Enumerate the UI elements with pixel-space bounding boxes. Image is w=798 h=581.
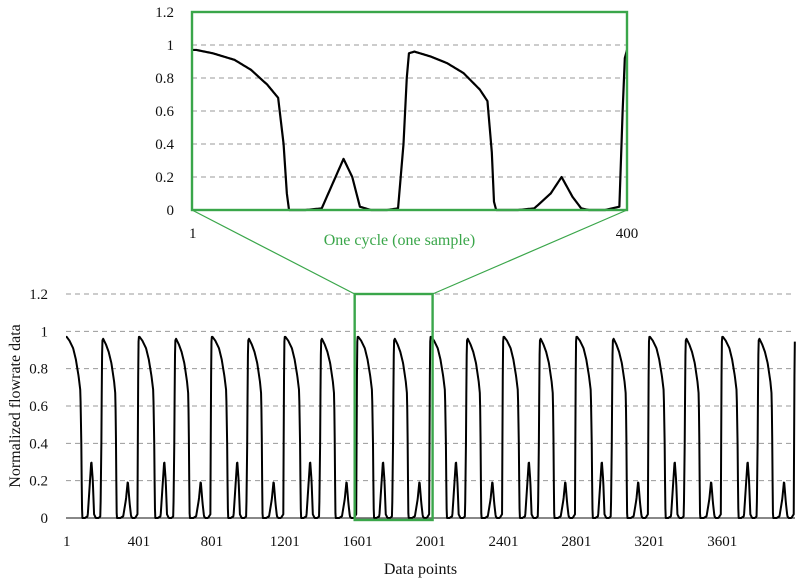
main-x-tick-label: 1601 [343,534,373,550]
main-x-tick-label: 2801 [561,534,591,550]
main-y-tick-label: 1.2 [29,287,48,303]
main-highlight-frame [353,292,434,522]
main-x-tick-label: 1 [63,534,71,550]
inset-y-tick-label: 0.2 [155,170,174,186]
main-x-tick-label: 401 [128,534,151,550]
inset-highlight-frame [190,10,629,212]
inset-y-tick-label: 0.8 [155,71,174,87]
y-axis-title: Normalized flowrate data [7,324,24,487]
main-x-tick-label: 3201 [634,534,664,550]
inset-y-tick-label: 0.6 [155,104,174,120]
main-chart: 0 0.2 0.4 0.6 0.8 1 1.2 1 401 801 1201 1601 2001 240… [7,287,796,578]
inset-x-tick-label: 1 [189,226,197,242]
x-axis-title: Data points [384,561,457,578]
inset-chart: 0 0.2 0.4 0.6 0.8 1 1.2 1 400 One cycle (one sa… [155,5,638,249]
main-x-tick-label: 2001 [416,534,446,550]
main-x-tick-label: 3601 [707,534,737,550]
inset-gridlines [192,44,627,211]
zoom-connector-left [191,209,355,295]
inset-x-tick-labels: 1 400 [189,226,638,242]
main-x-tick-label: 801 [201,534,224,550]
inset-caption: One cycle (one sample) [324,232,475,249]
main-series-line [65,335,796,519]
main-y-tick-label: 0.2 [29,474,48,490]
main-x-tick-label: 2401 [489,534,519,550]
inset-series-line [191,48,629,212]
main-x-tick-label: 1201 [270,534,300,550]
inset-y-tick-label: 0 [167,203,175,219]
main-y-tick-label: 0.8 [29,362,48,378]
inset-y-tick-label: 1.2 [155,5,174,21]
inset-y-tick-labels: 0 0.2 0.4 0.6 0.8 1 1.2 [155,5,174,219]
inset-y-tick-label: 1 [167,38,175,54]
main-y-tick-label: 0.4 [29,436,48,452]
main-y-tick-label: 0 [41,511,49,527]
zoom-connector-right [432,209,628,295]
main-y-tick-label: 1 [41,324,49,340]
inset-y-tick-label: 0.4 [155,137,174,153]
main-y-tick-label: 0.6 [29,399,48,415]
main-y-tick-labels: 0 0.2 0.4 0.6 0.8 1 1.2 [29,287,48,527]
main-x-tick-labels: 1 401 801 1201 1601 2001 2401 2801 3201 3601 [63,534,737,550]
inset-x-tick-label: 400 [616,226,639,242]
